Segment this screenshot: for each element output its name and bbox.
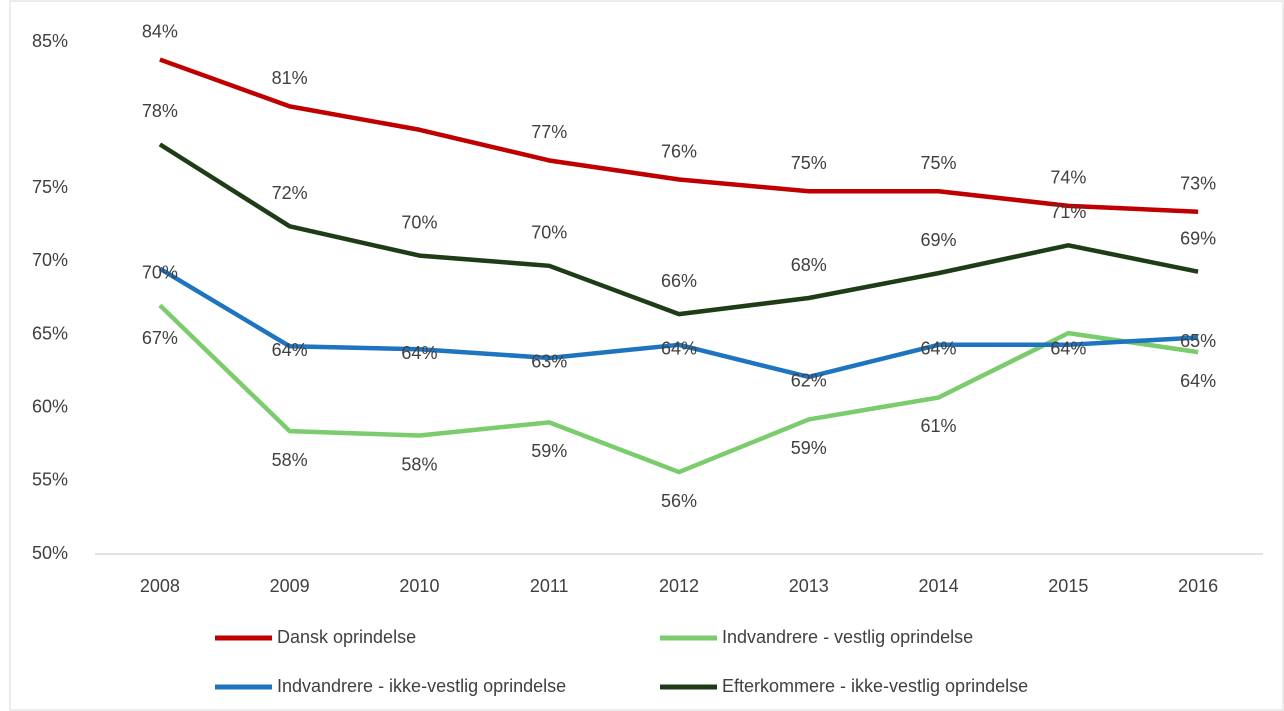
data-label: 64% bbox=[272, 340, 308, 360]
data-label: 59% bbox=[791, 438, 827, 458]
x-tick-label: 2012 bbox=[659, 576, 699, 596]
data-label: 84% bbox=[142, 21, 178, 41]
y-tick-label: 75% bbox=[32, 177, 68, 197]
legend-label: Efterkommere - ikke-vestlig oprindelse bbox=[722, 676, 1028, 696]
y-tick-label: 55% bbox=[32, 470, 68, 490]
data-label: 56% bbox=[661, 491, 697, 511]
y-tick-label: 70% bbox=[32, 250, 68, 270]
data-label: 66% bbox=[661, 271, 697, 291]
data-label: 58% bbox=[401, 454, 437, 474]
data-label: 69% bbox=[1180, 228, 1216, 248]
data-label: 81% bbox=[272, 68, 308, 88]
data-label: 77% bbox=[531, 122, 567, 142]
y-tick-label: 65% bbox=[32, 323, 68, 343]
data-label: 76% bbox=[661, 141, 697, 161]
data-label: 70% bbox=[142, 262, 178, 282]
series-line bbox=[158, 303, 1199, 475]
chart-border bbox=[9, 0, 1284, 711]
x-tick-label: 2016 bbox=[1178, 576, 1218, 596]
data-label: 58% bbox=[272, 450, 308, 470]
y-tick-label: 85% bbox=[32, 31, 68, 51]
data-label: 64% bbox=[921, 339, 957, 359]
data-label: 64% bbox=[1180, 371, 1216, 391]
data-label: 70% bbox=[531, 223, 567, 243]
x-tick-label: 2008 bbox=[140, 576, 180, 596]
x-tick-label: 2009 bbox=[270, 576, 310, 596]
data-label: 67% bbox=[142, 328, 178, 348]
x-tick-label: 2013 bbox=[789, 576, 829, 596]
data-label: 75% bbox=[791, 153, 827, 173]
data-label: 69% bbox=[921, 230, 957, 250]
x-tick-label: 2015 bbox=[1048, 576, 1088, 596]
y-tick-label: 60% bbox=[32, 396, 68, 416]
data-label: 75% bbox=[921, 153, 957, 173]
data-label: 78% bbox=[142, 101, 178, 121]
data-label: 65% bbox=[1180, 331, 1216, 351]
data-label: 74% bbox=[1050, 168, 1086, 188]
data-label: 73% bbox=[1180, 173, 1216, 193]
data-label: 64% bbox=[1050, 339, 1086, 359]
data-label: 71% bbox=[1050, 202, 1086, 222]
x-tick-label: 2011 bbox=[530, 576, 569, 596]
series-line bbox=[159, 57, 1199, 214]
data-label: 64% bbox=[661, 339, 697, 359]
data-label: 59% bbox=[531, 441, 567, 461]
data-label: 64% bbox=[401, 343, 437, 363]
data-label: 61% bbox=[921, 416, 957, 436]
data-label: 68% bbox=[791, 255, 827, 275]
legend-label: Indvandrere - ikke-vestlig oprindelse bbox=[277, 676, 566, 696]
y-tick-label: 50% bbox=[32, 543, 68, 563]
series-line bbox=[158, 266, 1199, 380]
data-label: 63% bbox=[531, 352, 567, 372]
series-line bbox=[158, 142, 1199, 317]
x-tick-label: 2014 bbox=[919, 576, 959, 596]
legend-label: Dansk oprindelse bbox=[277, 627, 416, 647]
x-tick-label: 2010 bbox=[399, 576, 439, 596]
data-label: 72% bbox=[272, 183, 308, 203]
legend-label: Indvandrere - vestlig oprindelse bbox=[722, 627, 973, 647]
data-label: 62% bbox=[791, 371, 827, 391]
data-label: 70% bbox=[401, 212, 437, 232]
